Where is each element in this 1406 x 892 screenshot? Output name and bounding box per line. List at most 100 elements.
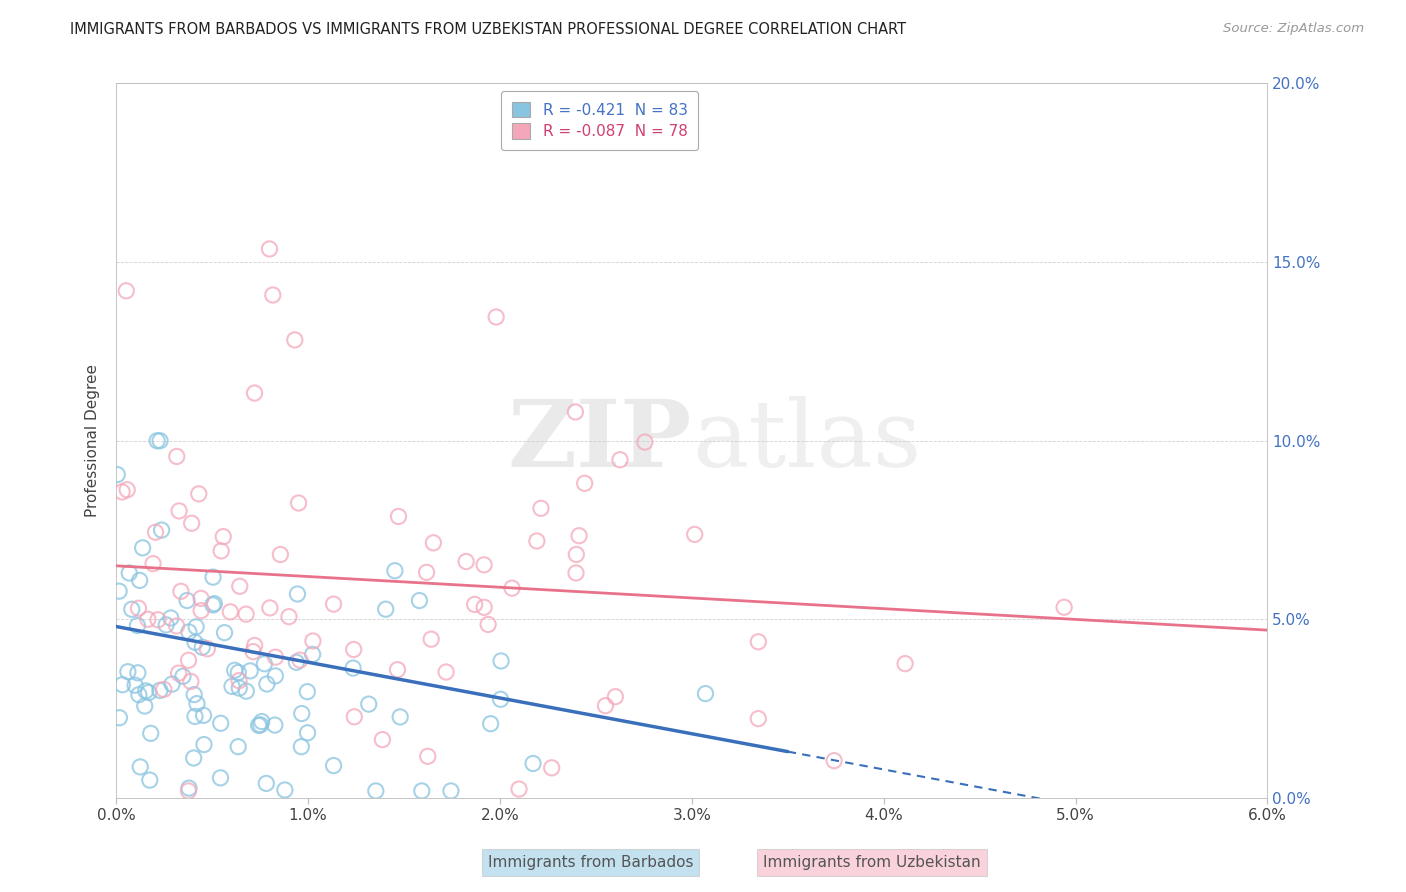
Point xyxy=(342,661,364,675)
Point xyxy=(472,600,495,615)
Point xyxy=(193,738,215,752)
Point xyxy=(184,620,207,634)
Point xyxy=(1053,600,1076,615)
Point xyxy=(146,434,169,448)
Point xyxy=(105,467,128,482)
Point xyxy=(152,682,174,697)
Point xyxy=(634,435,657,450)
Point xyxy=(683,527,706,541)
Point xyxy=(247,718,270,732)
Point xyxy=(139,773,162,788)
Point xyxy=(150,523,173,537)
Point xyxy=(177,653,200,667)
Point xyxy=(263,718,285,732)
Point xyxy=(127,618,149,632)
Point xyxy=(387,663,409,677)
Point xyxy=(297,684,319,698)
Point xyxy=(228,673,250,688)
Point xyxy=(139,726,162,740)
Point xyxy=(131,541,153,555)
Point xyxy=(118,566,141,580)
Point xyxy=(127,665,149,680)
Point xyxy=(191,640,214,655)
Point xyxy=(568,529,591,543)
Point xyxy=(224,663,246,677)
Point xyxy=(190,604,212,618)
Point xyxy=(243,386,266,401)
Point xyxy=(274,783,297,797)
Point xyxy=(747,712,769,726)
Point xyxy=(180,674,202,689)
Point xyxy=(894,657,917,671)
Point xyxy=(595,698,617,713)
Text: ZIP: ZIP xyxy=(508,396,692,486)
Point xyxy=(374,602,396,616)
Point xyxy=(489,692,512,706)
Point xyxy=(219,605,242,619)
Point xyxy=(343,710,366,724)
Point xyxy=(269,548,291,562)
Point xyxy=(456,555,478,569)
Point xyxy=(287,587,309,601)
Point xyxy=(128,601,150,615)
Point xyxy=(605,690,627,704)
Point xyxy=(256,677,278,691)
Point xyxy=(138,685,160,699)
Point xyxy=(564,405,586,419)
Point xyxy=(387,509,409,524)
Point xyxy=(128,574,150,588)
Point xyxy=(202,597,225,611)
Point xyxy=(214,625,236,640)
Point xyxy=(155,618,177,632)
Point xyxy=(177,624,200,639)
Point xyxy=(170,584,193,599)
Point xyxy=(209,544,232,558)
Point xyxy=(440,784,463,798)
Point xyxy=(180,516,202,531)
Legend: R = -0.421  N = 83, R = -0.087  N = 78: R = -0.421 N = 83, R = -0.087 N = 78 xyxy=(502,91,699,150)
Point xyxy=(115,483,138,497)
Point xyxy=(609,452,631,467)
Point xyxy=(226,665,249,680)
Point xyxy=(201,598,224,612)
Point xyxy=(416,749,439,764)
Point xyxy=(221,680,243,694)
Point xyxy=(747,634,769,648)
Point xyxy=(184,635,207,649)
Point xyxy=(302,634,325,648)
Point xyxy=(195,641,218,656)
Point xyxy=(357,697,380,711)
Point xyxy=(184,709,207,723)
Point xyxy=(254,776,277,790)
Point xyxy=(301,648,323,662)
Point xyxy=(464,598,486,612)
Point xyxy=(111,484,134,499)
Point xyxy=(291,706,314,721)
Point xyxy=(177,781,200,796)
Point xyxy=(235,607,257,621)
Point xyxy=(177,784,200,798)
Point xyxy=(364,784,387,798)
Point xyxy=(201,570,224,584)
Point xyxy=(142,557,165,571)
Point xyxy=(136,612,159,626)
Point xyxy=(226,739,249,754)
Point xyxy=(134,699,156,714)
Point xyxy=(176,593,198,607)
Point xyxy=(253,657,276,671)
Point xyxy=(485,310,508,324)
Point xyxy=(229,579,252,593)
Point xyxy=(250,714,273,729)
Point xyxy=(695,687,717,701)
Point xyxy=(540,761,562,775)
Point xyxy=(145,525,167,540)
Point xyxy=(243,639,266,653)
Point xyxy=(108,584,131,599)
Point xyxy=(371,732,394,747)
Point xyxy=(287,496,309,510)
Text: atlas: atlas xyxy=(692,396,921,486)
Point xyxy=(146,613,169,627)
Point xyxy=(479,716,502,731)
Point xyxy=(285,655,308,669)
Point xyxy=(574,476,596,491)
